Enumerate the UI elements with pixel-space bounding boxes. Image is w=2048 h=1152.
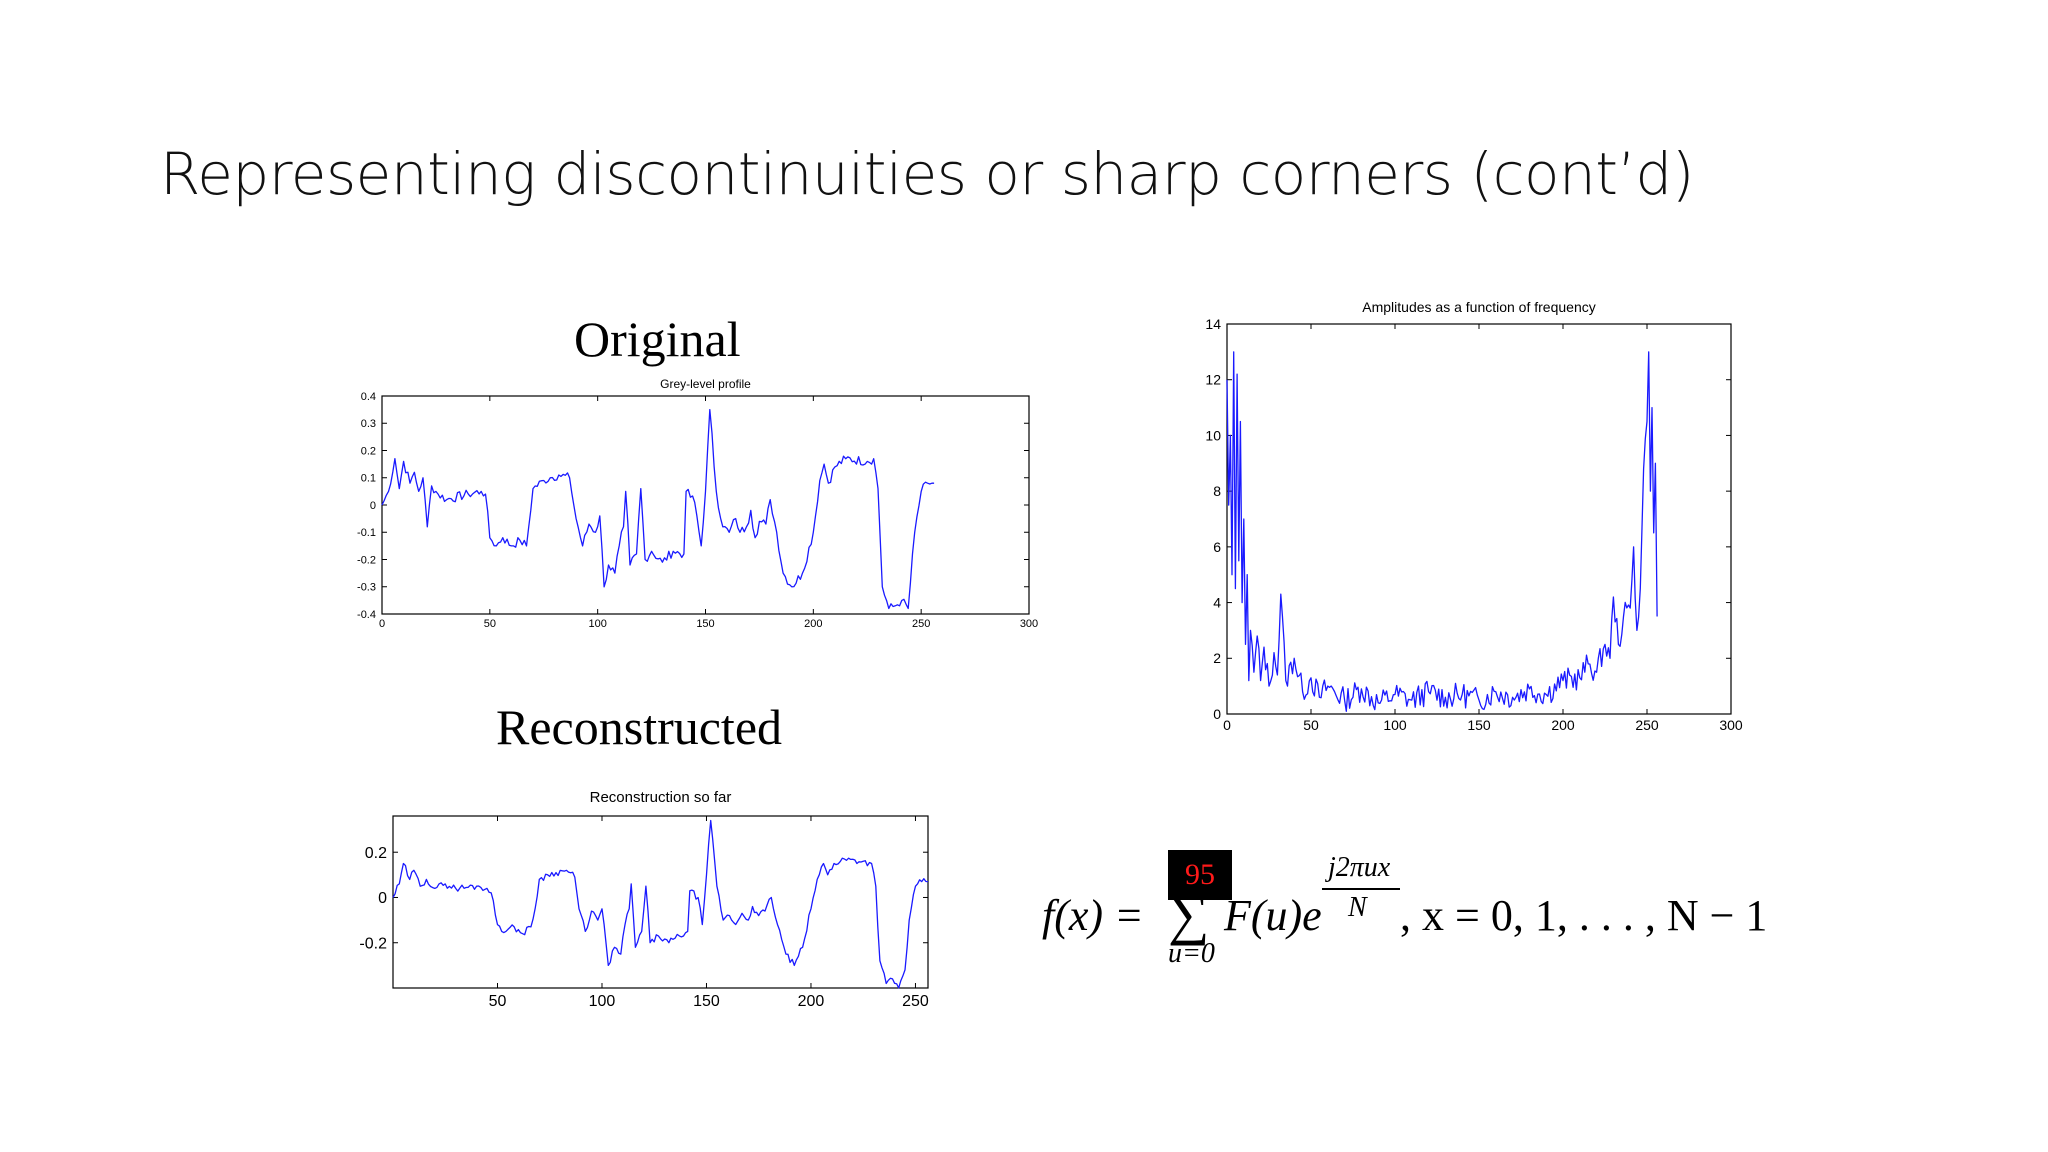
reconstruction-ytick-label-1: 0 bbox=[378, 890, 387, 907]
original-ytick-label-6: 0.2 bbox=[361, 445, 376, 457]
original-ytick-label-7: 0.3 bbox=[361, 418, 376, 430]
upper-limit: 95 bbox=[1185, 858, 1215, 891]
reconstruction-xtick-label-0: 50 bbox=[489, 993, 507, 1010]
original-series-line bbox=[381, 408, 935, 610]
reconstruction-ytick-label-2: 0.2 bbox=[365, 845, 387, 862]
original-xtick-label-4: 200 bbox=[804, 618, 822, 630]
amplitude-xtick-label-5: 250 bbox=[1635, 717, 1659, 733]
lower-limit: u=0 bbox=[1168, 938, 1215, 969]
original-xtick-label-6: 300 bbox=[1020, 618, 1038, 630]
fourier-formula: f(x) = ∑ 95 u=0 F(u)e j2πux N , x = 0, 1… bbox=[1040, 850, 1767, 970]
original-ytick-label-5: 0.1 bbox=[361, 473, 376, 485]
formula-term: F(u)e bbox=[1224, 891, 1322, 940]
original-ytick-label-2: -0.2 bbox=[357, 554, 376, 566]
amplitude-ytick-label-5: 10 bbox=[1205, 427, 1221, 443]
reconstruction-xtick-label-2: 150 bbox=[693, 993, 720, 1010]
original-ytick-label-3: -0.1 bbox=[357, 527, 376, 539]
original-xtick-label-1: 50 bbox=[484, 618, 496, 630]
reconstruction-ytick-label-0: -0.2 bbox=[359, 935, 387, 952]
amplitude-ytick-label-2: 4 bbox=[1213, 594, 1221, 610]
amplitude-xtick-label-4: 200 bbox=[1551, 717, 1575, 733]
amplitude-ytick-label-1: 2 bbox=[1213, 650, 1221, 666]
original-title: Grey-level profile bbox=[660, 377, 751, 391]
original-ytick-label-1: -0.3 bbox=[357, 582, 376, 594]
exponent-numerator: j2πux bbox=[1328, 852, 1391, 883]
reconstruction-xtick-label-4: 250 bbox=[902, 993, 929, 1010]
amplitude-xtick-label-3: 150 bbox=[1467, 717, 1491, 733]
original-xtick-label-5: 250 bbox=[912, 618, 930, 630]
caption-reconstructed: Reconstructed bbox=[496, 699, 783, 755]
amplitude-series-line bbox=[1226, 351, 1658, 712]
reconstruction-series-line bbox=[392, 819, 929, 989]
original-ytick-label-8: 0.4 bbox=[361, 391, 376, 403]
amplitude-title: Amplitudes as a function of frequency bbox=[1362, 299, 1595, 315]
amplitude-ytick-label-6: 12 bbox=[1205, 372, 1221, 388]
original-ytick-label-0: -0.4 bbox=[357, 609, 376, 621]
original-xtick-label-2: 100 bbox=[588, 618, 606, 630]
reconstruction-title: Reconstruction so far bbox=[590, 789, 732, 806]
formula-tail: , x = 0, 1, . . . , N − 1 bbox=[1400, 891, 1768, 940]
amplitude-ytick-label-3: 6 bbox=[1213, 539, 1221, 555]
amplitude-xtick-label-0: 0 bbox=[1223, 717, 1231, 733]
original-xtick-label-3: 150 bbox=[696, 618, 714, 630]
amplitude-ytick-label-7: 14 bbox=[1205, 316, 1221, 332]
original-ytick-label-4: 0 bbox=[370, 500, 376, 512]
exponent-fraction-bar bbox=[1322, 888, 1400, 890]
amplitude-xtick-label-2: 100 bbox=[1383, 717, 1407, 733]
slide-title: Representing discontinuities or sharp co… bbox=[160, 140, 1694, 208]
exponent-denominator: N bbox=[1348, 892, 1367, 923]
amplitude-xtick-label-6: 300 bbox=[1719, 717, 1743, 733]
amplitude-plot-frame bbox=[1226, 323, 1732, 715]
upper-limit-badge: 95 bbox=[1168, 850, 1232, 900]
original-xtick-label-0: 0 bbox=[379, 618, 385, 630]
reconstruction-plot-frame bbox=[392, 815, 929, 989]
amplitude-ytick-label-4: 8 bbox=[1213, 483, 1221, 499]
amplitude-ytick-label-0: 0 bbox=[1213, 706, 1221, 722]
reconstruction-xtick-label-3: 200 bbox=[798, 993, 825, 1010]
amplitude-xtick-label-1: 50 bbox=[1303, 717, 1319, 733]
reconstruction-xtick-label-1: 100 bbox=[589, 993, 616, 1010]
caption-original: Original bbox=[574, 311, 741, 367]
formula-lhs: f(x) = bbox=[1042, 891, 1144, 940]
